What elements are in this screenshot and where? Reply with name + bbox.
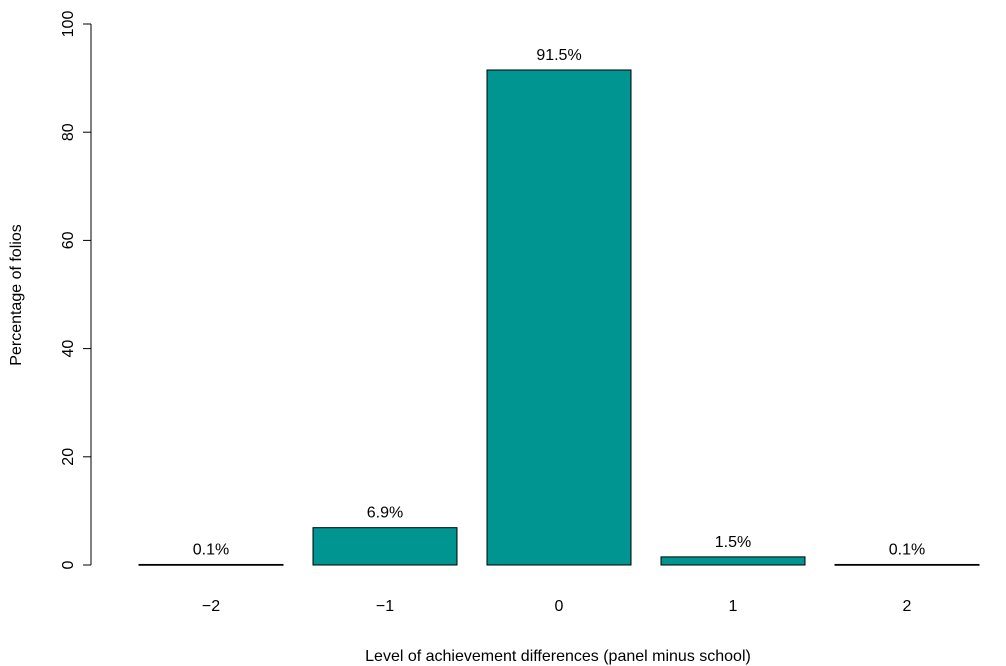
bar [486, 69, 632, 566]
x-tick-label: 0 [555, 598, 564, 615]
bar-data-label: 0.1% [889, 541, 925, 558]
bar [312, 527, 458, 566]
y-tick-label: 80 [60, 123, 77, 141]
x-tick-label: 1 [729, 598, 738, 615]
bar-data-label: 1.5% [715, 534, 751, 551]
bar-data-label: 91.5% [536, 47, 581, 64]
bar [834, 563, 980, 566]
y-tick-label: 60 [60, 231, 77, 249]
y-axis-title: Percentage of folios [8, 224, 25, 365]
bar-data-labels: 0.1% 6.9% 91.5% 1.5% 0.1% [193, 47, 925, 558]
x-axis-title: Level of achievement differences (panel … [365, 648, 751, 665]
bar-data-label: 0.1% [193, 541, 229, 558]
x-tick-label: −1 [376, 598, 394, 615]
bar [660, 556, 806, 566]
y-tick-label: 20 [60, 448, 77, 466]
y-tick-label: 0 [60, 560, 77, 569]
bar [138, 563, 284, 566]
x-tick-label: 2 [903, 598, 912, 615]
y-tick-label: 40 [60, 340, 77, 358]
x-axis-tick-labels: −2 −1 0 1 2 [202, 598, 912, 615]
bar-data-label: 6.9% [367, 505, 403, 522]
y-axis-ticks: 0 20 40 60 80 100 [60, 11, 91, 569]
bars [138, 69, 980, 566]
y-tick-label: 100 [60, 11, 77, 38]
x-tick-label: −2 [202, 598, 220, 615]
